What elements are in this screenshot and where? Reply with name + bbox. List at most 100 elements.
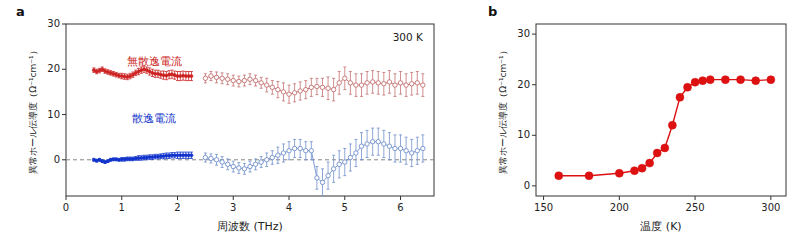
- chart-root: 01234560102030周波数 (THz)異常ホール伝導度（Ω⁻¹cm⁻¹）…: [0, 0, 800, 248]
- data-point: [365, 142, 369, 146]
- error-bar: [209, 154, 212, 163]
- error-bar: [382, 72, 385, 95]
- x-tick-label: 2: [174, 202, 180, 213]
- error-bar: [276, 147, 279, 163]
- data-point: [421, 83, 425, 87]
- data-point: [298, 89, 302, 93]
- data-point: [404, 149, 408, 153]
- error-bar: [304, 142, 307, 160]
- data-point: [699, 77, 707, 85]
- error-bar: [393, 135, 396, 162]
- y-tick-label: 30: [47, 18, 60, 29]
- data-point: [382, 82, 386, 86]
- data-point: [309, 149, 313, 153]
- error-bar: [237, 76, 240, 87]
- y-tick: [532, 84, 536, 85]
- y-tick-label: 0: [54, 154, 60, 165]
- error-bar: [288, 142, 291, 160]
- error-bar: [371, 128, 374, 155]
- data-point: [203, 155, 207, 159]
- error-bar: [393, 74, 396, 97]
- data-point: [668, 121, 676, 129]
- data-point: [646, 159, 654, 167]
- data-point: [337, 81, 341, 85]
- data-point: [237, 166, 241, 170]
- error-bar: [112, 72, 115, 77]
- x-tick-label: 1: [119, 202, 125, 213]
- panel-label: a: [16, 4, 25, 19]
- x-tick: [695, 196, 696, 200]
- data-point: [315, 84, 319, 88]
- data-point: [382, 142, 386, 146]
- x-tick: [619, 196, 620, 200]
- data-point: [387, 80, 391, 84]
- y-tick: [532, 135, 536, 136]
- error-bar: [260, 157, 263, 168]
- x-tick: [66, 196, 67, 200]
- error-bar: [349, 144, 352, 171]
- error-bar: [215, 72, 218, 83]
- x-axis-label: 周波数 (THz): [217, 220, 283, 233]
- annotation: 300 K: [393, 31, 424, 43]
- error-bar: [310, 142, 313, 160]
- error-bar: [237, 163, 240, 174]
- error-bar: [332, 78, 335, 101]
- error-bar: [354, 74, 357, 97]
- data-point: [684, 83, 692, 91]
- error-bar: [126, 74, 129, 79]
- panel: 1502002503000102030温度 (K)異常ホール伝導度（Ω⁻¹cm⁻…: [488, 4, 786, 233]
- error-bar: [140, 67, 143, 73]
- error-bar: [416, 72, 419, 95]
- error-bar: [310, 78, 313, 96]
- data-point: [767, 76, 775, 84]
- y-axis-label: 異常ホール伝導度（Ω⁻¹cm⁻¹）: [498, 46, 508, 173]
- y-tick: [62, 159, 66, 160]
- error-bar: [405, 137, 408, 164]
- y-tick: [62, 69, 66, 70]
- data-point: [298, 146, 302, 150]
- error-bar: [173, 71, 176, 79]
- error-bar: [388, 133, 391, 160]
- data-point: [638, 164, 646, 172]
- x-tick: [400, 196, 401, 200]
- data-point: [752, 77, 760, 85]
- error-bar: [399, 72, 402, 95]
- data-point: [676, 93, 684, 101]
- x-tick: [289, 196, 290, 200]
- data-point: [259, 81, 263, 85]
- data-point: [231, 164, 235, 168]
- x-tick-label: 5: [342, 202, 348, 213]
- error-bar: [249, 161, 252, 172]
- y-tick-label: 0: [524, 180, 530, 191]
- data-point: [292, 146, 296, 150]
- y-tick-label: 20: [517, 79, 530, 90]
- error-bar: [243, 75, 246, 86]
- data-point: [242, 167, 246, 171]
- data-point: [370, 139, 374, 143]
- data-point: [287, 149, 291, 153]
- data-point: [331, 167, 335, 171]
- data-point: [348, 81, 352, 85]
- error-bar: [221, 157, 224, 168]
- data-point: [214, 158, 218, 162]
- error-bar: [360, 133, 363, 160]
- data-point: [393, 83, 397, 87]
- data-point: [209, 156, 213, 160]
- panel-label: b: [488, 4, 497, 19]
- data-point: [706, 76, 714, 84]
- x-tick-label: 3: [230, 202, 236, 213]
- data-point: [248, 164, 252, 168]
- data-point: [253, 78, 257, 82]
- x-tick-label: 300: [761, 202, 780, 213]
- series-line: [205, 76, 422, 94]
- error-bar: [271, 81, 274, 95]
- data-point: [415, 81, 419, 85]
- series-line: [205, 142, 422, 183]
- error-bar: [421, 74, 424, 97]
- error-bar: [410, 139, 413, 166]
- plot-data: [66, 66, 434, 196]
- data-point: [315, 176, 319, 180]
- data-point: [287, 92, 291, 96]
- annotation: 無散逸電流: [127, 55, 182, 67]
- error-bar: [157, 70, 160, 77]
